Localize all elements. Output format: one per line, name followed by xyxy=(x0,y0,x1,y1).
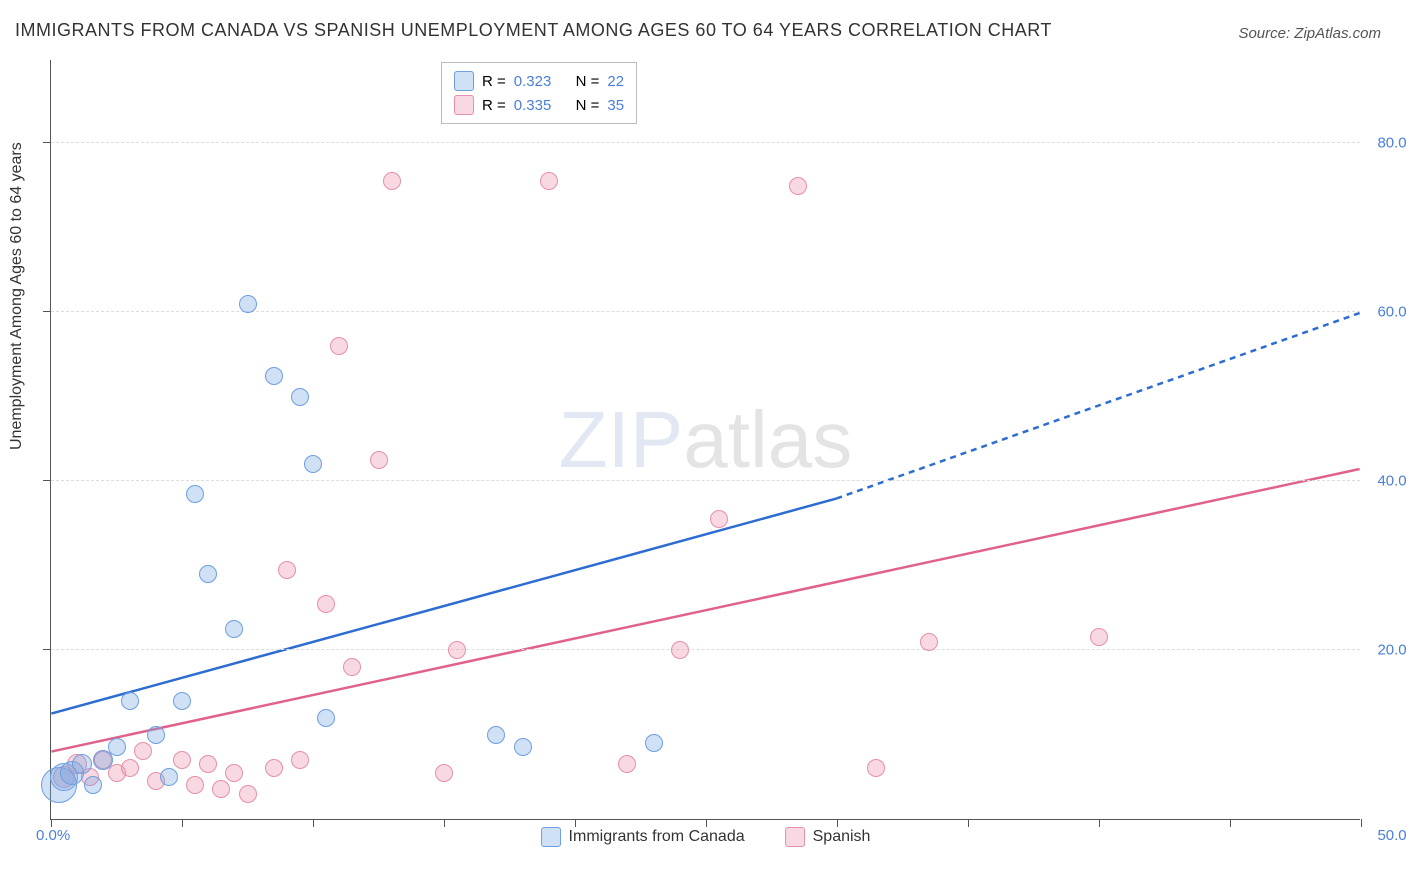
data-point-blue xyxy=(199,565,217,583)
data-point-blue xyxy=(225,620,243,638)
data-point-blue xyxy=(291,388,309,406)
trend-lines xyxy=(51,60,1360,819)
x-tick xyxy=(706,819,707,827)
legend-item-pink: Spanish xyxy=(785,827,871,847)
n-label-blue: N = xyxy=(576,73,600,90)
x-tick xyxy=(313,819,314,827)
gridline xyxy=(51,142,1360,143)
n-value-blue: 22 xyxy=(607,73,624,90)
data-point-pink xyxy=(671,641,689,659)
data-point-pink xyxy=(370,451,388,469)
data-point-pink xyxy=(186,776,204,794)
data-point-pink xyxy=(383,172,401,190)
r-label-blue: R = xyxy=(482,73,506,90)
data-point-pink xyxy=(291,751,309,769)
data-point-blue xyxy=(304,455,322,473)
data-point-pink xyxy=(225,764,243,782)
x-tick xyxy=(182,819,183,827)
x-tick xyxy=(1099,819,1100,827)
gridline xyxy=(51,649,1360,650)
data-point-pink xyxy=(134,742,152,760)
chart-container: IMMIGRANTS FROM CANADA VS SPANISH UNEMPL… xyxy=(0,0,1406,892)
data-point-blue xyxy=(186,485,204,503)
data-point-pink xyxy=(317,595,335,613)
x-axis-max-label: 50.0% xyxy=(1377,827,1406,844)
r-value-blue: 0.323 xyxy=(514,73,552,90)
x-axis-origin-label: 0.0% xyxy=(36,827,70,844)
data-point-blue xyxy=(265,367,283,385)
data-point-pink xyxy=(920,633,938,651)
data-point-pink xyxy=(867,759,885,777)
legend-row-blue: R = 0.323 N = 22 xyxy=(454,69,624,93)
x-tick xyxy=(575,819,576,827)
x-tick xyxy=(968,819,969,827)
data-point-pink xyxy=(789,177,807,195)
data-point-blue xyxy=(160,768,178,786)
data-point-pink xyxy=(1090,628,1108,646)
x-tick xyxy=(1230,819,1231,827)
legend-item-blue: Immigrants from Canada xyxy=(541,827,745,847)
data-point-blue xyxy=(147,726,165,744)
data-point-pink xyxy=(212,780,230,798)
x-tick xyxy=(51,819,52,827)
data-point-blue xyxy=(72,754,92,774)
source-attribution: Source: ZipAtlas.com xyxy=(1238,25,1381,42)
data-point-blue xyxy=(645,734,663,752)
plot-area: ZIPatlas R = 0.323 N = 22 R = 0.335 N = … xyxy=(50,60,1360,820)
data-point-pink xyxy=(618,755,636,773)
watermark-atlas: atlas xyxy=(683,395,852,484)
x-tick xyxy=(1361,819,1362,827)
y-tick xyxy=(43,311,51,312)
data-point-pink xyxy=(173,751,191,769)
chart-title: IMMIGRANTS FROM CANADA VS SPANISH UNEMPL… xyxy=(15,20,1052,41)
data-point-blue xyxy=(108,738,126,756)
n-label-pink: N = xyxy=(576,97,600,114)
data-point-blue xyxy=(173,692,191,710)
data-point-pink xyxy=(278,561,296,579)
swatch-blue xyxy=(454,71,474,91)
data-point-pink xyxy=(265,759,283,777)
data-point-pink xyxy=(343,658,361,676)
y-tick xyxy=(43,480,51,481)
data-point-blue xyxy=(121,692,139,710)
legend-label-blue: Immigrants from Canada xyxy=(569,828,745,846)
x-axis-legend: Immigrants from Canada Spanish xyxy=(541,827,871,847)
r-label-pink: R = xyxy=(482,97,506,114)
data-point-blue xyxy=(239,295,257,313)
gridline xyxy=(51,480,1360,481)
data-point-pink xyxy=(540,172,558,190)
y-axis-label: Unemployment Among Ages 60 to 64 years xyxy=(8,142,26,450)
y-tick xyxy=(43,142,51,143)
y-tick-label: 40.0% xyxy=(1377,473,1406,490)
y-tick-label: 60.0% xyxy=(1377,304,1406,321)
watermark-zip: ZIP xyxy=(559,395,683,484)
data-point-pink xyxy=(239,785,257,803)
data-point-pink xyxy=(199,755,217,773)
data-point-blue xyxy=(487,726,505,744)
data-point-blue xyxy=(84,776,102,794)
data-point-pink xyxy=(435,764,453,782)
data-point-pink xyxy=(448,641,466,659)
legend-label-pink: Spanish xyxy=(813,828,871,846)
data-point-blue xyxy=(317,709,335,727)
legend-row-pink: R = 0.335 N = 35 xyxy=(454,93,624,117)
y-tick-label: 20.0% xyxy=(1377,642,1406,659)
y-tick xyxy=(43,649,51,650)
y-tick-label: 80.0% xyxy=(1377,135,1406,152)
r-value-pink: 0.335 xyxy=(514,97,552,114)
swatch-blue-bottom xyxy=(541,827,561,847)
correlation-legend: R = 0.323 N = 22 R = 0.335 N = 35 xyxy=(441,62,637,124)
x-tick xyxy=(837,819,838,827)
data-point-blue xyxy=(514,738,532,756)
data-point-pink xyxy=(710,510,728,528)
n-value-pink: 35 xyxy=(607,97,624,114)
data-point-pink xyxy=(121,759,139,777)
data-point-pink xyxy=(330,337,348,355)
x-tick xyxy=(444,819,445,827)
swatch-pink xyxy=(454,95,474,115)
swatch-pink-bottom xyxy=(785,827,805,847)
watermark: ZIPatlas xyxy=(559,394,852,486)
